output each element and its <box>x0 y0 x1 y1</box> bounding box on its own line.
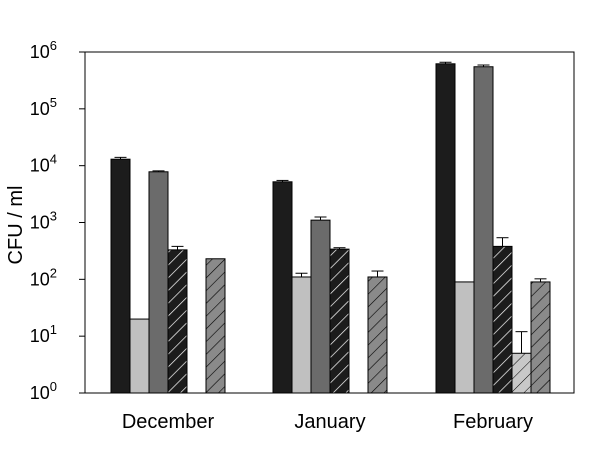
bar <box>367 276 388 394</box>
x-axis-labels: December January February <box>122 411 533 433</box>
y-tick-label: 101 <box>30 322 57 346</box>
plot-frame <box>84 51 575 394</box>
bar <box>329 248 350 394</box>
bar <box>454 281 475 394</box>
y-tick-label: 100 <box>30 379 57 403</box>
x-category-label: January <box>294 411 365 433</box>
x-category-label: February <box>453 411 533 433</box>
y-axis-title: CFU / ml <box>5 186 27 265</box>
y-tick-label: 106 <box>30 38 57 62</box>
bar <box>291 276 312 394</box>
x-category-label: December <box>122 411 215 433</box>
y-tick-label: 104 <box>30 152 57 176</box>
y-axis-ticks: 100 101 102 103 104 105 106 <box>30 38 85 403</box>
bar <box>511 352 532 394</box>
bar <box>148 171 169 394</box>
y-tick-label: 103 <box>30 209 57 233</box>
y-tick-label: 102 <box>30 265 57 289</box>
bar <box>205 258 226 394</box>
bar <box>473 66 494 394</box>
bar <box>272 181 293 394</box>
error-bars-group <box>114 61 547 354</box>
bar <box>492 245 513 394</box>
bar <box>110 158 131 394</box>
bar <box>310 219 331 394</box>
bar <box>530 281 551 394</box>
bars-group <box>110 63 551 394</box>
bar <box>129 318 150 394</box>
bar <box>435 63 456 394</box>
y-tick-label: 105 <box>30 95 57 119</box>
bar <box>167 249 188 394</box>
